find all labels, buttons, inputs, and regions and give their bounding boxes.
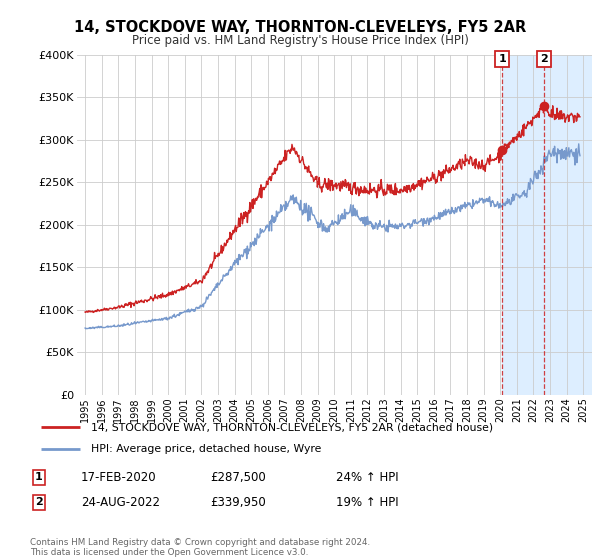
Text: 1: 1 <box>35 472 43 482</box>
Text: 24% ↑ HPI: 24% ↑ HPI <box>336 470 398 484</box>
Text: 2: 2 <box>35 497 43 507</box>
Text: 19% ↑ HPI: 19% ↑ HPI <box>336 496 398 509</box>
Text: 24-AUG-2022: 24-AUG-2022 <box>81 496 160 509</box>
Text: 1: 1 <box>499 54 506 64</box>
Text: Contains HM Land Registry data © Crown copyright and database right 2024.
This d: Contains HM Land Registry data © Crown c… <box>30 538 370 557</box>
Text: 17-FEB-2020: 17-FEB-2020 <box>81 470 157 484</box>
Text: 14, STOCKDOVE WAY, THORNTON-CLEVELEYS, FY5 2AR (detached house): 14, STOCKDOVE WAY, THORNTON-CLEVELEYS, F… <box>91 422 493 432</box>
Text: 2: 2 <box>540 54 548 64</box>
Text: £339,950: £339,950 <box>210 496 266 509</box>
Text: £287,500: £287,500 <box>210 470 266 484</box>
Text: HPI: Average price, detached house, Wyre: HPI: Average price, detached house, Wyre <box>91 444 321 454</box>
Bar <box>502 55 592 395</box>
Text: 14, STOCKDOVE WAY, THORNTON-CLEVELEYS, FY5 2AR: 14, STOCKDOVE WAY, THORNTON-CLEVELEYS, F… <box>74 20 526 35</box>
Text: Price paid vs. HM Land Registry's House Price Index (HPI): Price paid vs. HM Land Registry's House … <box>131 34 469 46</box>
